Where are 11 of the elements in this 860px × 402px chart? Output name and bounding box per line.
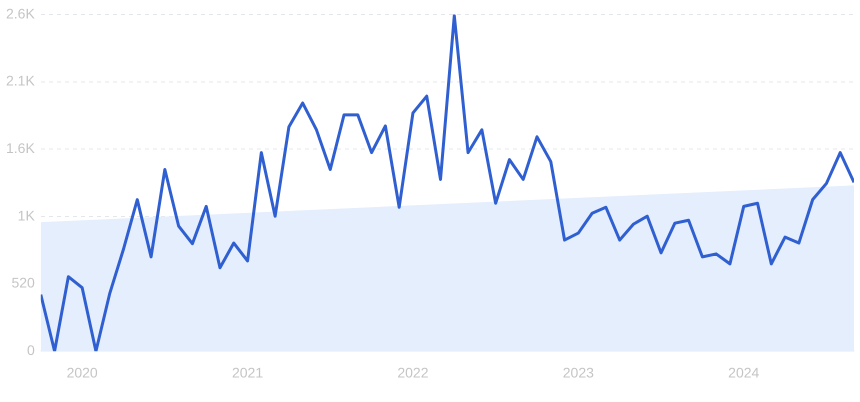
y-tick-label: 520 xyxy=(11,274,36,291)
x-tick-label: 2022 xyxy=(397,364,429,380)
y-tick-label: 2.1K xyxy=(6,72,36,89)
x-tick-label: 2021 xyxy=(232,364,264,380)
x-tick-label: 2024 xyxy=(728,364,760,380)
y-tick-label: 0 xyxy=(27,342,36,358)
x-tick-label: 2023 xyxy=(562,364,594,380)
x-tick-label: 2020 xyxy=(66,364,98,380)
y-tick-label: 1K xyxy=(18,207,36,224)
y-tick-label: 1.6K xyxy=(6,140,36,156)
y-tick-label: 2.6K xyxy=(6,5,36,22)
